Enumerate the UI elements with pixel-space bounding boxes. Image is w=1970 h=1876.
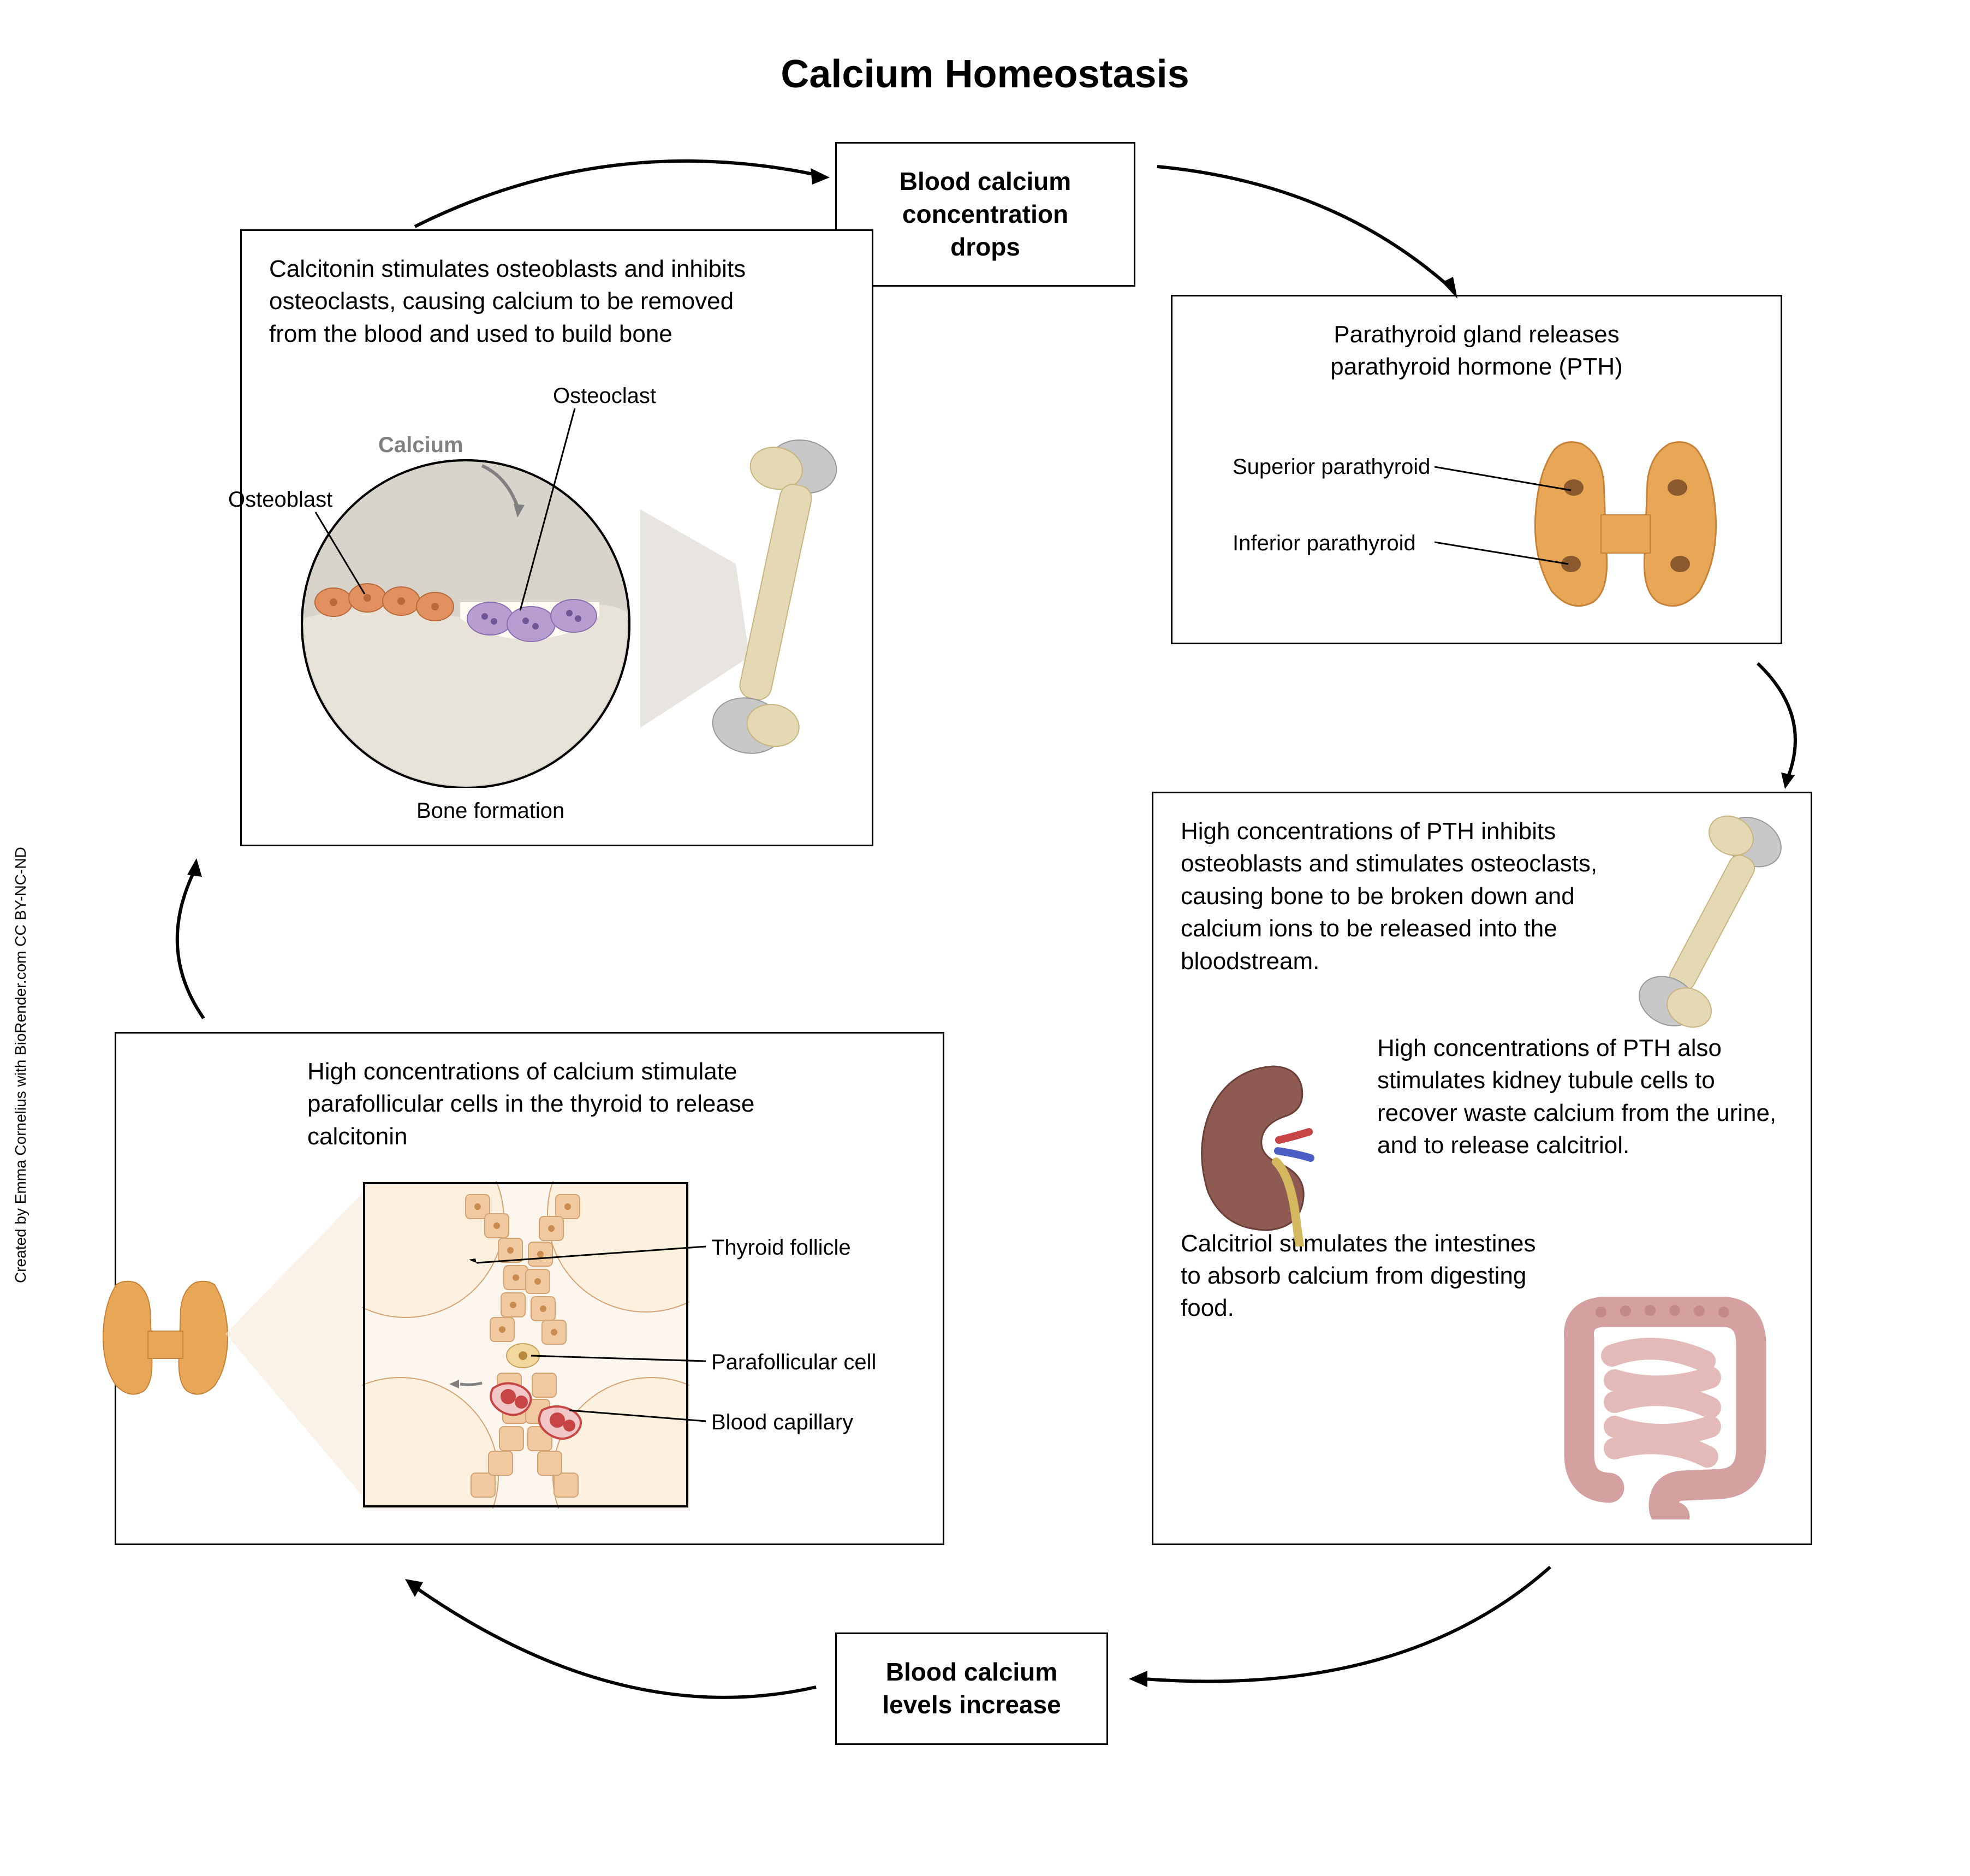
label-osteoclast: Osteoclast bbox=[553, 384, 656, 408]
credit-text: Created by Emma Cornelius with BioRender… bbox=[12, 847, 29, 1283]
pth-text-2: High concentrations of PTH also stimulat… bbox=[1377, 1032, 1781, 1162]
pointer-lines-parathyroid bbox=[1435, 460, 1587, 569]
arrow-3 bbox=[1736, 655, 1834, 792]
label-bone-formation: Bone formation bbox=[416, 799, 564, 823]
node-blood-drops-text: Blood calcium concentration drops bbox=[864, 165, 1106, 263]
bone-icon bbox=[1628, 804, 1792, 1039]
arrow-1 bbox=[404, 136, 835, 240]
label-blood-capillary: Blood capillary bbox=[711, 1410, 853, 1435]
arrow-4 bbox=[1119, 1556, 1567, 1720]
thyroid-pointers bbox=[444, 1230, 717, 1448]
thyroid-text: High concentrations of calcium stimulate… bbox=[307, 1055, 755, 1153]
arrow-2 bbox=[1146, 150, 1474, 303]
label-thyroid-follicle: Thyroid follicle bbox=[711, 1236, 851, 1260]
node-blood-increase-text: Blood calcium levels increase bbox=[864, 1656, 1079, 1721]
arrow-5 bbox=[393, 1567, 830, 1742]
zoom-cone bbox=[225, 1186, 367, 1503]
node-calcitonin-bone: Calcitonin stimulates osteoblasts and in… bbox=[240, 229, 873, 846]
femur-icon bbox=[635, 422, 842, 782]
label-parafollicular-cell: Parafollicular cell bbox=[711, 1350, 876, 1375]
arrow-6 bbox=[141, 857, 250, 1026]
label-inferior-parathyroid: Inferior parathyroid bbox=[1233, 531, 1416, 556]
pth-text-1: High concentrations of PTH inhibits oste… bbox=[1181, 815, 1606, 977]
node-blood-drops: Blood calcium concentration drops bbox=[835, 142, 1135, 287]
node-blood-increase: Blood calcium levels increase bbox=[835, 1632, 1108, 1745]
label-superior-parathyroid: Superior parathyroid bbox=[1233, 455, 1430, 479]
parathyroid-text: Parathyroid gland releases parathyroid h… bbox=[1280, 318, 1673, 383]
node-pth-effects: High concentrations of PTH inhibits oste… bbox=[1152, 792, 1812, 1545]
thyroid-small-icon bbox=[84, 1263, 247, 1405]
node-thyroid: High concentrations of calcium stimulate… bbox=[115, 1032, 944, 1545]
node-parathyroid: Parathyroid gland releases parathyroid h… bbox=[1171, 295, 1782, 644]
kidney-icon bbox=[1181, 1050, 1339, 1246]
page-title: Calcium Homeostasis bbox=[781, 52, 1189, 97]
intestine-icon bbox=[1546, 1285, 1781, 1519]
bone-pointers bbox=[313, 406, 629, 635]
calcitonin-text: Calcitonin stimulates osteoblasts and in… bbox=[269, 253, 749, 350]
